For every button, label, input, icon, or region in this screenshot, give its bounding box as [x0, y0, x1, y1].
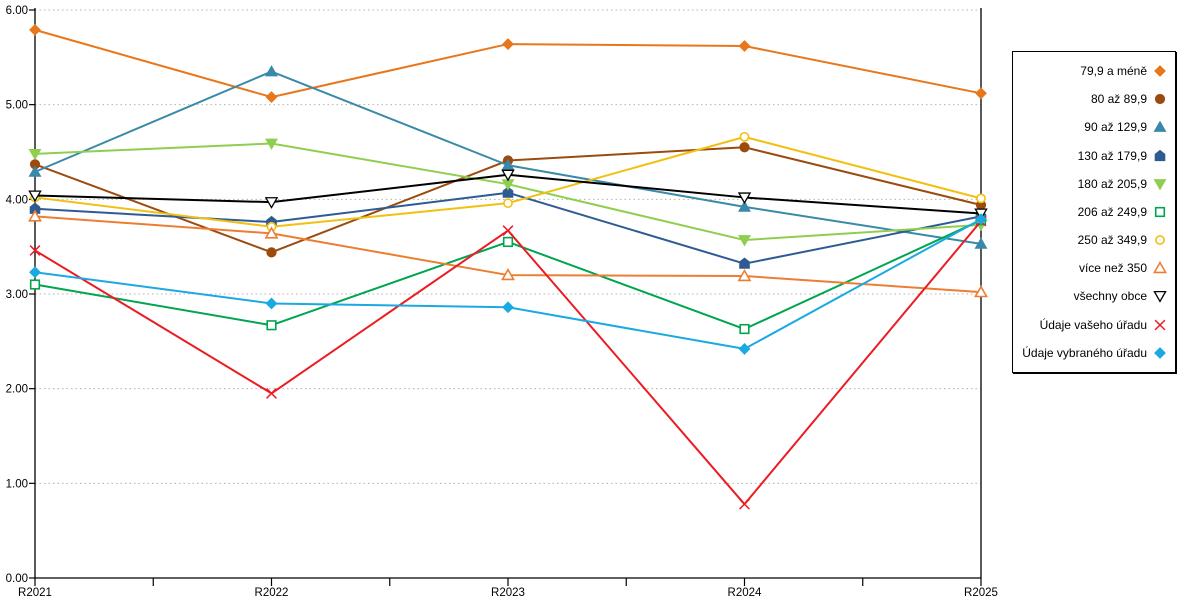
data-point-marker — [739, 131, 750, 142]
y-axis-labels: 0.00 1.00 2.00 3.00 4.00 5.00 6.00 — [6, 5, 28, 585]
data-point-marker — [739, 323, 750, 335]
data-point-marker — [28, 148, 42, 161]
data-point-marker — [265, 91, 278, 104]
legend-marker-triangle-up-icon — [1153, 121, 1167, 133]
y-tick-label: 0.00 — [6, 573, 28, 585]
y-tick-label: 1.00 — [6, 478, 28, 490]
legend-item: všechny obce — [1017, 289, 1167, 304]
data-point-marker — [28, 165, 42, 177]
data-point-marker — [739, 498, 750, 510]
y-tick-label: 2.00 — [6, 384, 28, 396]
legend-marker-diamond-icon — [1154, 65, 1166, 77]
x-tick-label: R2021 — [18, 587, 52, 599]
data-point-marker — [28, 190, 42, 203]
legend-item-label: Údaje vašeho úřadu — [1039, 317, 1147, 332]
legend-marker-pentagon-icon — [1154, 149, 1166, 161]
legend-item: 80 až 89,9 — [1017, 92, 1167, 106]
data-point-marker — [265, 138, 278, 150]
data-point-marker — [501, 169, 515, 182]
legend-item: 90 až 129,9 — [1017, 120, 1167, 134]
data-point-marker — [29, 266, 41, 279]
data-point-marker — [29, 279, 41, 290]
legend-item-label: všechny obce — [1073, 289, 1147, 304]
legend-marker-circle-icon — [1154, 94, 1166, 105]
data-point-marker — [502, 38, 514, 50]
y-tick-label: 4.00 — [6, 194, 28, 206]
legend-item: 130 až 179,9 — [1017, 149, 1167, 163]
legend-item-label: 79,9 a méně — [1080, 64, 1147, 79]
y-tick-label: 5.00 — [6, 100, 28, 112]
legend-item: Údaje vašeho úřadu — [1017, 318, 1167, 332]
data-point-marker — [28, 209, 42, 222]
legend-item: více než 350 — [1017, 261, 1167, 275]
series-10 — [29, 213, 987, 355]
legend-item-label: více než 350 — [1078, 261, 1147, 276]
series-2 — [28, 65, 988, 249]
legend-item-label: Údaje vybraného úřadu — [1022, 345, 1147, 360]
data-point-marker — [264, 197, 279, 209]
data-point-marker — [738, 342, 751, 355]
x-tick-label: R2023 — [491, 587, 525, 599]
data-point-marker — [974, 285, 988, 298]
data-point-marker — [737, 192, 752, 205]
data-point-marker — [266, 320, 277, 331]
data-point-marker — [501, 268, 515, 281]
data-point-marker — [266, 387, 277, 399]
legend-item-label: 180 až 205,9 — [1077, 176, 1147, 191]
data-point-marker — [265, 297, 278, 310]
data-point-marker — [265, 65, 278, 77]
series-9 — [29, 215, 987, 510]
data-point-marker — [266, 247, 277, 258]
y-tick-label: 6.00 — [6, 5, 28, 17]
data-point-marker — [976, 193, 986, 204]
legend-marker-diamond-icon — [1154, 346, 1166, 359]
data-point-marker — [502, 301, 514, 314]
axes — [29, 8, 982, 586]
data-point-marker — [975, 213, 987, 226]
data-point-marker — [503, 198, 513, 209]
x-tick-label: R2022 — [255, 587, 289, 599]
y-tick-label: 3.00 — [6, 289, 28, 301]
data-point-marker — [738, 235, 751, 247]
legend-marker-triangle-down-icon — [1153, 178, 1167, 191]
legend-item-label: 130 až 179,9 — [1077, 148, 1147, 163]
legend-item: 180 až 205,9 — [1017, 177, 1167, 191]
legend-item-label: 90 až 129,9 — [1084, 120, 1147, 135]
data-point-marker — [738, 200, 751, 212]
data-point-marker — [737, 269, 752, 282]
chart-legend: 79,9 a méně 80 až 89,9 90 až 129,9 130 až 1… — [1012, 51, 1176, 373]
legend-item-label: 250 až 349,9 — [1077, 233, 1147, 248]
x-tick-label: R2024 — [728, 587, 762, 599]
data-point-marker — [974, 237, 988, 249]
data-point-marker — [739, 142, 750, 153]
series-7 — [28, 209, 988, 298]
data-point-marker — [264, 226, 279, 239]
legend-marker-circle-icon — [1155, 235, 1165, 246]
legend-marker-square-icon — [1154, 206, 1166, 218]
data-point-marker — [975, 87, 987, 100]
series-0 — [29, 23, 987, 104]
legend-item: 79,9 a méně — [1017, 64, 1167, 78]
legend-item: 250 až 349,9 — [1017, 233, 1167, 247]
data-point-marker — [502, 225, 514, 237]
data-point-marker — [502, 186, 514, 198]
data-point-marker — [738, 40, 751, 52]
legend-item-label: 206 až 249,9 — [1077, 204, 1147, 219]
data-point-marker — [29, 23, 41, 36]
data-point-marker — [501, 158, 515, 171]
x-axis-labels: R2021 R2022 R2023 R2024 R2025 — [18, 587, 998, 599]
x-tick-label: R2025 — [964, 587, 998, 599]
data-point-marker — [502, 236, 514, 248]
data-point-marker — [739, 257, 750, 269]
legend-item: Údaje vybraného úřadu — [1017, 346, 1167, 360]
data-point-marker — [29, 245, 41, 256]
legend-marker-x-icon — [1154, 319, 1166, 331]
legend-marker-triangle-up-icon — [1153, 261, 1167, 274]
legend-item: 206 až 249,9 — [1017, 205, 1167, 219]
legend-item-label: 80 až 89,9 — [1090, 92, 1147, 107]
legend-marker-triangle-down-icon — [1153, 291, 1167, 304]
